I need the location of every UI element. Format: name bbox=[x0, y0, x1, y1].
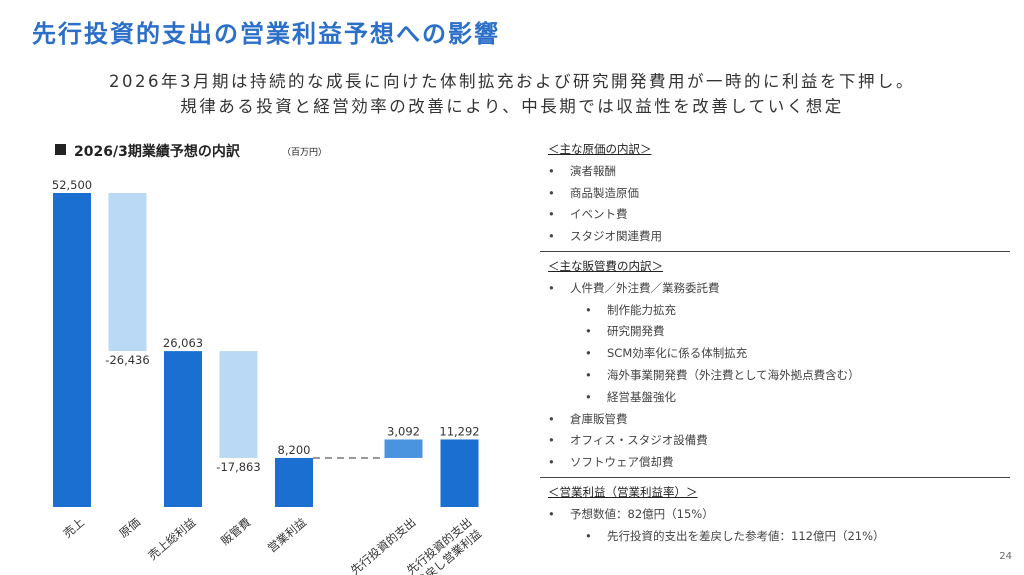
list-item: 商品製造原価 bbox=[540, 183, 1010, 205]
page-number: 24 bbox=[999, 551, 1012, 562]
slide-title: 先行投資的支出の営業利益予想への影響 bbox=[32, 20, 500, 48]
chart-unit: （百万円） bbox=[282, 148, 328, 158]
value-label: -26,436 bbox=[105, 353, 149, 367]
list-item: 演者報酬 bbox=[540, 161, 1010, 183]
section-heading: ＜営業利益（営業利益率）＞ bbox=[548, 484, 698, 499]
bar bbox=[108, 193, 147, 352]
bar bbox=[384, 439, 423, 458]
value-label: 3,092 bbox=[387, 424, 420, 438]
list-item: 予想数値：82億円（15%） bbox=[540, 504, 1010, 526]
bar bbox=[53, 193, 91, 507]
chart-title: 2026/3期業績予想の内訳 bbox=[74, 144, 240, 160]
subtitle: 規律ある投資と経営効率の改善により、中長期では収益性を改善していく想定 bbox=[180, 97, 844, 116]
bar bbox=[440, 439, 479, 507]
bar bbox=[164, 351, 202, 507]
sub-list-item: 海外事業開発費（外注費として海外拠点費含む） bbox=[540, 365, 1010, 387]
section-heading: ＜主な原価の内訳＞ bbox=[548, 142, 652, 156]
subtitle: 2026年3月期は持続的な成長に向けた体制拡充および研究開発費用が一時的に利益を… bbox=[109, 72, 915, 91]
title-square bbox=[55, 144, 66, 155]
list-item: イベント費 bbox=[540, 204, 1010, 226]
section: ＜営業利益（営業利益率）＞ 予想数値：82億円（15%）先行投資的支出を差戻した参… bbox=[540, 482, 1010, 550]
breakdown-panel: ＜主な原価の内訳＞ 演者報酬商品製造原価イベント費スタジオ関連費用 ＜主な販管費の内… bbox=[540, 139, 1010, 554]
sub-list-item: 制作能力拡充 bbox=[540, 300, 1010, 322]
bar bbox=[275, 457, 313, 507]
list-item: オフィス・スタジオ設備費 bbox=[540, 430, 1010, 452]
value-label: 11,292 bbox=[439, 424, 479, 438]
list-item: ソフトウェア償却費 bbox=[540, 452, 1010, 474]
section: ＜主な販管費の内訳＞ 人件費／外注費／業務委託費制作能力拡充研究開発費SCM効率化… bbox=[540, 256, 1010, 478]
section-heading: ＜主な販管費の内訳＞ bbox=[548, 258, 663, 273]
section: ＜主な原価の内訳＞ 演者報酬商品製造原価イベント費スタジオ関連費用 bbox=[540, 139, 1010, 252]
list-item: 人件費／外注費／業務委託費 bbox=[540, 278, 1010, 300]
value-label: -17,863 bbox=[216, 460, 260, 474]
value-label: 52,500 bbox=[52, 178, 92, 192]
bar bbox=[219, 351, 258, 458]
sub-list-item: 先行投資的支出を差戻した参考値：112億円（21%） bbox=[540, 526, 1010, 548]
sub-list-item: 研究開発費 bbox=[540, 321, 1010, 343]
list-item: スタジオ関連費用 bbox=[540, 226, 1010, 248]
chart: 52,500 -26,436 26,063 -17,863 8,200 3,092 11,2… bbox=[52, 178, 480, 507]
sub-list-item: 経営基盤強化 bbox=[540, 387, 1010, 409]
sub-list-item: SCM効率化に係る体制拡充 bbox=[540, 343, 1010, 365]
value-label: 8,200 bbox=[278, 443, 311, 457]
value-label: 26,063 bbox=[163, 336, 203, 350]
list-item: 倉庫販管費 bbox=[540, 409, 1010, 431]
